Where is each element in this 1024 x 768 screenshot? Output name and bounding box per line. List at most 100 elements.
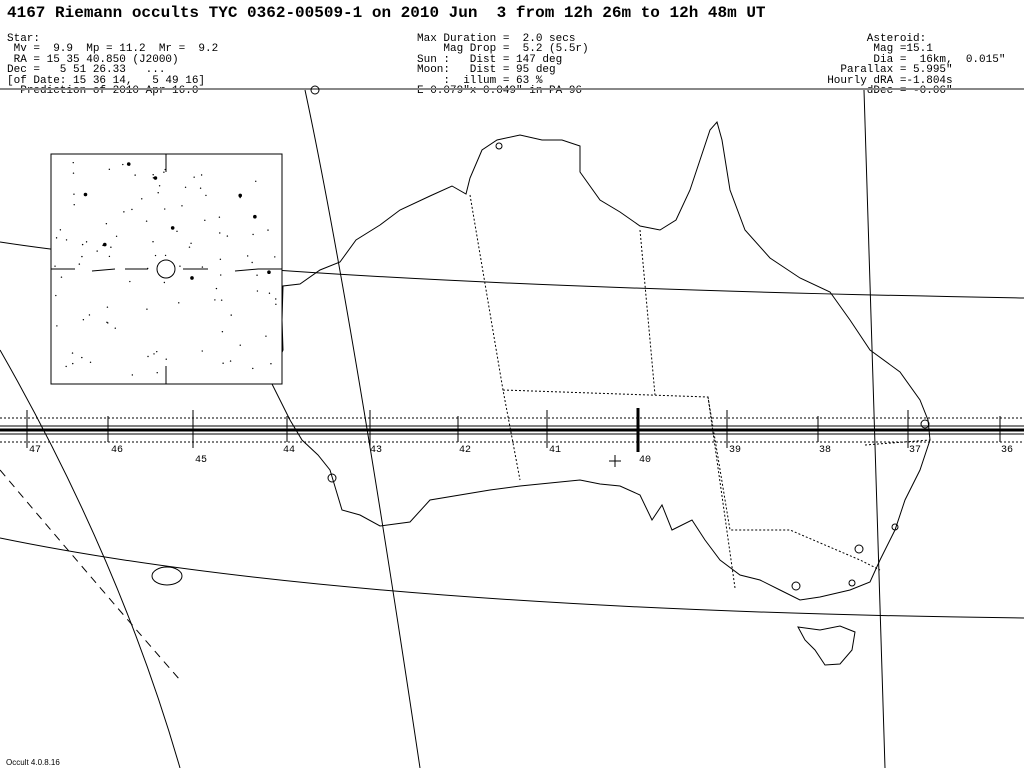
star-dot [73, 193, 75, 195]
time-tick-label: 41 [549, 445, 561, 456]
star-dot [153, 176, 158, 180]
star-dot [219, 232, 221, 234]
asteroid-line: dDec = -0.06" [814, 85, 953, 97]
star-dot [153, 353, 155, 355]
time-tick-label: 45 [195, 455, 207, 466]
time-tick-label: 46 [111, 445, 123, 456]
star-dot [205, 194, 207, 197]
asteroid-line: Hourly dRA =-1.804s [814, 74, 953, 87]
star-dot [147, 355, 149, 358]
star-dot [108, 168, 111, 171]
star-dot [215, 287, 218, 290]
star-dot [81, 255, 83, 258]
star-dot [59, 229, 62, 231]
star-dot [81, 243, 84, 246]
time-tick-label: 37 [909, 445, 921, 456]
star-dot [141, 198, 143, 200]
star-dot [65, 365, 67, 368]
star-dot [106, 306, 109, 308]
star-dot [274, 256, 276, 258]
star-dot [156, 350, 158, 353]
star-dot [204, 219, 206, 222]
asteroid-line: Dia = 16km, 0.015" [814, 53, 1006, 66]
star-dot [81, 356, 83, 359]
star-dot [181, 205, 183, 207]
left-curve [0, 349, 181, 768]
star-dot [114, 327, 116, 329]
header-divider [0, 88, 1024, 90]
time-tick-label: 38 [819, 445, 831, 456]
star-dot [256, 290, 259, 292]
star-dot [220, 274, 222, 276]
star-info: Star: Mv = 9.9 Mp = 11.2 Mr = 9.2 RA = 1… [7, 23, 218, 107]
star-dot [220, 299, 223, 301]
target-cross [609, 455, 621, 467]
star-dot [229, 360, 232, 362]
time-tick-label: 42 [459, 445, 471, 456]
path-edges [0, 425, 1024, 435]
star-line: Mv = 9.9 Mp = 11.2 Mr = 9.2 [7, 43, 219, 55]
star-dot [60, 276, 63, 278]
star-dot [176, 230, 178, 233]
star-dot [268, 292, 271, 294]
asteroid-line: Asteroid: [814, 32, 927, 45]
star-dot [201, 350, 203, 352]
star-dot [226, 235, 229, 237]
star-dot [190, 242, 192, 245]
sigma-limits [0, 417, 1024, 443]
star-dot [83, 192, 88, 197]
star-dot [164, 254, 167, 257]
star-dot [214, 299, 216, 301]
star-dot [72, 161, 74, 164]
star-dot [105, 223, 108, 225]
star-dot [115, 235, 118, 237]
star-dot [134, 174, 136, 176]
star-line: Prediction of 2010 Apr 16.0 [7, 85, 199, 97]
star-dot [131, 374, 134, 376]
star-dot [252, 233, 254, 236]
star-dot [123, 211, 125, 213]
star-dot [252, 367, 254, 370]
star-dot [184, 186, 187, 188]
time-tick-label: 40 [639, 455, 651, 466]
star-dot [152, 174, 154, 176]
star-dot [219, 258, 222, 260]
event-line: : illum = 63 % [417, 74, 543, 87]
star-dot [55, 237, 58, 239]
event-line: Max Duration = 2.0 secs [417, 32, 576, 45]
star-dot [96, 250, 98, 252]
star-dot [82, 319, 85, 321]
star-dot [102, 242, 107, 247]
star-dot [230, 314, 232, 316]
star-dot [158, 185, 161, 187]
star-dot [108, 255, 111, 258]
star-dot [201, 266, 204, 268]
time-tick-label: 36 [1001, 445, 1013, 456]
star-dot [199, 187, 202, 189]
map-title: 4167 Riemann occults TYC 0362-00509-1 on… [7, 4, 766, 22]
time-tick-label: 44 [283, 445, 295, 456]
star-dot [163, 171, 165, 173]
star-dot [85, 241, 88, 243]
asteroid-line: Parallax = 5.995" [814, 64, 953, 76]
star-dot [110, 246, 112, 248]
tasmania-coastline [797, 625, 856, 666]
star-line: RA = 15 35 40.850 (J2000) [7, 53, 179, 66]
star-dot [221, 330, 224, 333]
star-dot [122, 163, 124, 166]
event-line: Moon: Dist = 95 deg [417, 64, 556, 76]
event-line: E 0.079"x 0.049" in PA 96 [417, 85, 583, 97]
star-dot [246, 255, 249, 257]
star-dot [89, 361, 92, 363]
star-dot [275, 298, 277, 300]
time-tick-label: 43 [370, 445, 382, 456]
star-dot [71, 352, 74, 354]
star-dot [178, 302, 180, 304]
star-dot [152, 177, 155, 179]
star-dot [55, 294, 57, 297]
state-borders [469, 194, 931, 589]
star-field-inset [50, 153, 283, 385]
star-dot [157, 192, 159, 194]
star-dot [239, 196, 241, 199]
